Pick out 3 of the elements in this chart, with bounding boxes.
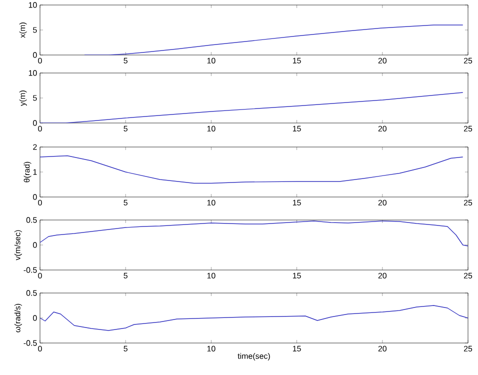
line-series [40, 92, 464, 123]
line-series [40, 155, 464, 184]
line-series [40, 305, 468, 331]
